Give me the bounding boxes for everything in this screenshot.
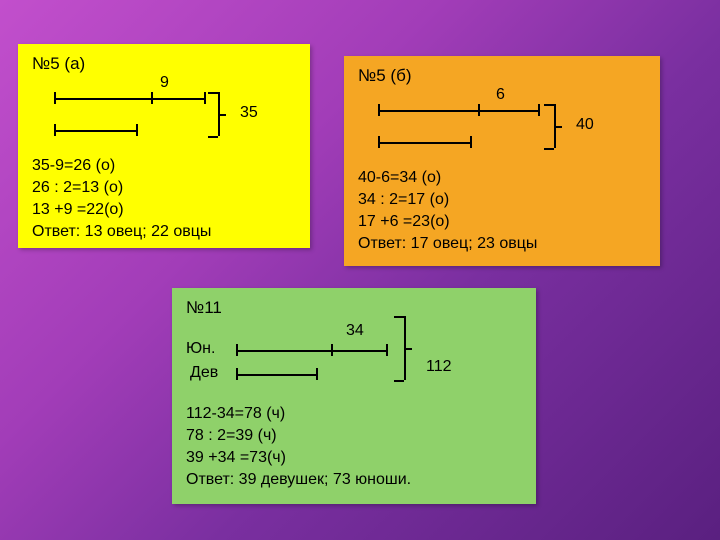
bar-segment [236, 350, 386, 352]
bar-midtick [478, 104, 480, 116]
card-b: №5 (б) 640 40-6=34 (о) 34 : 2=17 (о) 17 … [344, 56, 660, 266]
bar-tick [470, 136, 472, 148]
diff-label: 34 [346, 322, 364, 340]
bar-segment [236, 374, 316, 376]
card-a: №5 (а) 935 35-9=26 (о) 26 : 2=13 (о) 13 … [18, 44, 310, 248]
card-b-step: 40-6=34 (о) [358, 168, 646, 188]
bar-tick [236, 344, 238, 356]
bar-tick [54, 124, 56, 136]
brace-arm [394, 380, 404, 382]
total-label: 112 [426, 358, 452, 376]
card-b-working: 40-6=34 (о) 34 : 2=17 (о) 17 +6 =23(о) О… [358, 168, 646, 254]
total-label: 40 [576, 116, 594, 134]
row-label: Юн. [186, 340, 215, 358]
brace-arm [394, 316, 404, 318]
bar-tick [236, 368, 238, 380]
bar-tick [538, 104, 540, 116]
card-c-diagram: 34 112 Юн. Дев [186, 322, 526, 402]
card-a-step: 26 : 2=13 (о) [32, 178, 296, 198]
card-b-answer: Ответ: 17 овец; 23 овцы [358, 234, 646, 254]
card-c-working: 112-34=78 (ч) 78 : 2=39 (ч) 39 +34 =73(ч… [186, 404, 522, 490]
card-c-step: 78 : 2=39 (ч) [186, 426, 522, 446]
card-c-step: 39 +34 =73(ч) [186, 448, 522, 468]
bar-midtick [151, 92, 153, 104]
row-label: Дев [190, 364, 218, 382]
bar-tick [204, 92, 206, 104]
brace-arm [544, 148, 554, 150]
bar-tick [378, 104, 380, 116]
card-c-step: 112-34=78 (ч) [186, 404, 522, 424]
diff-label: 6 [496, 86, 505, 104]
total-label: 35 [240, 104, 258, 122]
brace-nub [404, 348, 412, 350]
brace-arm [208, 136, 218, 138]
card-a-diagram: 935 [32, 78, 292, 154]
bar-tick [316, 368, 318, 380]
brace-nub [218, 114, 226, 116]
bar-midtick [331, 344, 333, 356]
bar-segment [54, 98, 204, 100]
card-b-diagram: 640 [358, 90, 648, 166]
bar-segment [378, 142, 470, 144]
brace-nub [554, 126, 562, 128]
bar-segment [54, 130, 136, 132]
bar-tick [386, 344, 388, 356]
card-a-step: 13 +9 =22(о) [32, 200, 296, 220]
card-a-working: 35-9=26 (о) 26 : 2=13 (о) 13 +9 =22(о) О… [32, 156, 296, 242]
card-a-title: №5 (а) [32, 54, 296, 74]
bar-tick [378, 136, 380, 148]
bar-tick [136, 124, 138, 136]
bar-tick [54, 92, 56, 104]
card-b-step: 17 +6 =23(о) [358, 212, 646, 232]
card-b-title: №5 (б) [358, 66, 646, 86]
bar-segment [378, 110, 538, 112]
card-a-step: 35-9=26 (о) [32, 156, 296, 176]
card-b-step: 34 : 2=17 (о) [358, 190, 646, 210]
diff-label: 9 [160, 74, 169, 92]
brace-arm [544, 104, 554, 106]
card-a-answer: Ответ: 13 овец; 22 овцы [32, 222, 296, 242]
brace-arm [208, 92, 218, 94]
card-c-title: №11 [186, 298, 522, 318]
card-c-answer: Ответ: 39 девушек; 73 юноши. [186, 470, 522, 490]
card-c: №11 34 112 Юн. Дев 112-34=78 (ч) 78 : 2=39 … [172, 288, 536, 504]
